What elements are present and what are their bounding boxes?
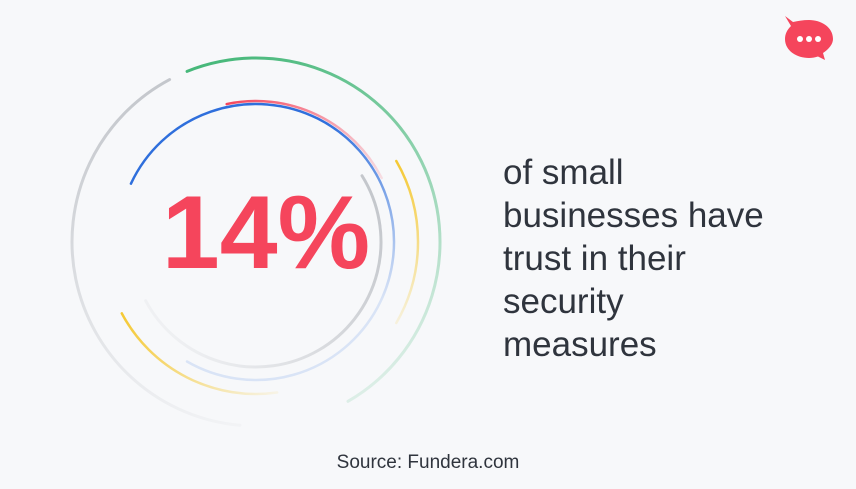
ring-arc (225, 99, 383, 180)
ring-arc (144, 174, 383, 369)
ring-arc (185, 56, 442, 403)
ring-arc (395, 159, 420, 325)
logo-dot (806, 36, 812, 42)
decorative-rings (70, 56, 442, 427)
description-line: businesses have (503, 196, 764, 235)
description-line: measures (503, 325, 657, 364)
ring-arc (70, 78, 242, 427)
description-line: of small (503, 153, 624, 192)
logo-dot (815, 36, 821, 42)
ring-arc (129, 102, 396, 382)
logo-dot (797, 36, 803, 42)
description-line: trust in their (503, 239, 686, 278)
description-line: security (503, 282, 624, 321)
stat-value: 14% (162, 175, 370, 291)
source: Source: Fundera.com (337, 452, 520, 473)
logo (785, 16, 833, 60)
description: of small businesses have trust in their sec… (503, 153, 764, 364)
ring-arc (120, 312, 279, 396)
